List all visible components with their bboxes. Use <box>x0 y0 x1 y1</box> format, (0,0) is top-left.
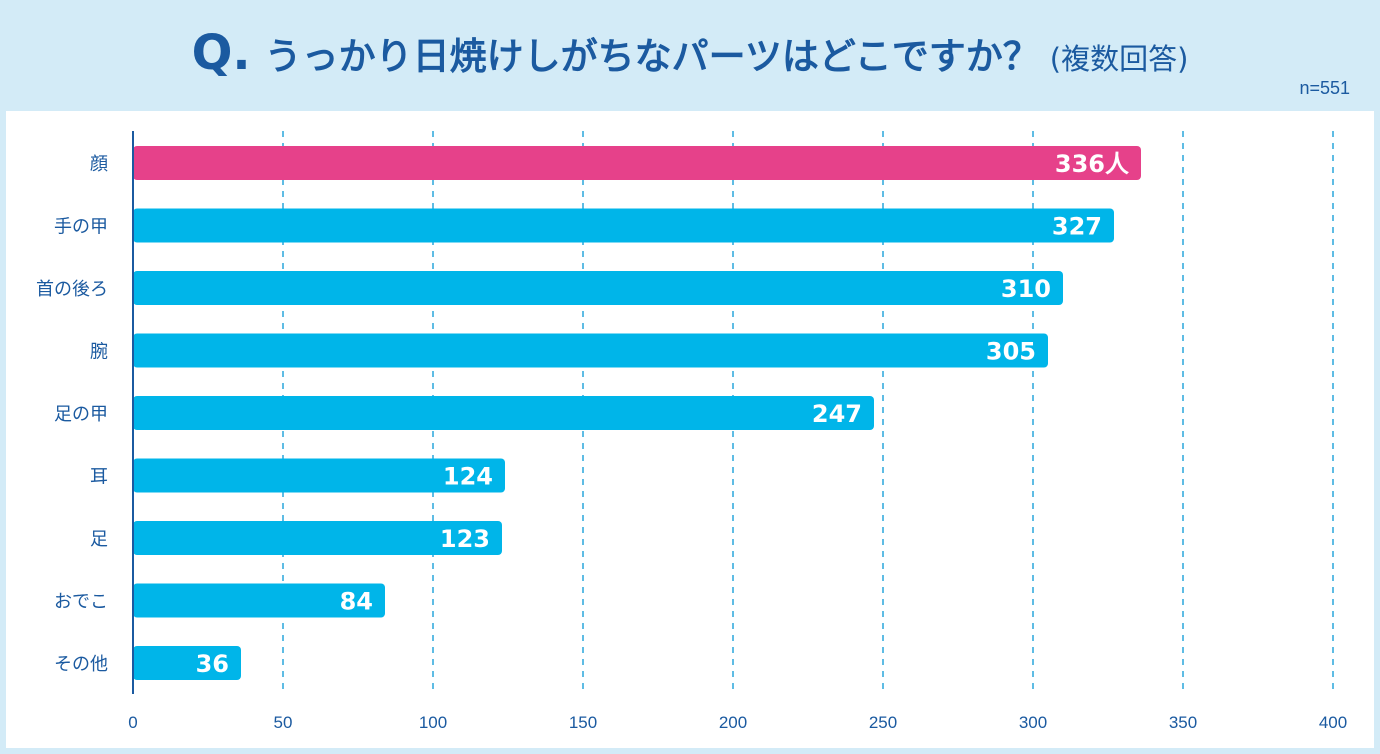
bar <box>133 208 1114 243</box>
x-tick-label: 400 <box>1319 713 1347 732</box>
x-tick-labels: 0 50 100 150 200 250 300 350 400 <box>128 713 1347 732</box>
bar <box>133 646 241 680</box>
bar <box>133 333 1048 368</box>
category-label: 首の後ろ <box>36 279 108 300</box>
category-label: 足の甲 <box>54 404 108 425</box>
bar-value-label: 336人 <box>1055 150 1129 178</box>
bar <box>133 521 502 555</box>
category-label: 耳 <box>90 467 108 488</box>
bar-value-label: 124 <box>443 463 493 491</box>
x-tick-label: 150 <box>569 713 597 732</box>
question-text: うっかり日焼けしがちなパーツはどこですか？ <box>264 35 1040 78</box>
x-tick-label: 50 <box>274 713 293 732</box>
x-tick-label: 350 <box>1169 713 1197 732</box>
bars: 336人 327 310 305 247 124 123 84 36 <box>133 146 1141 680</box>
bar-value-label: 247 <box>812 400 862 428</box>
bar-chart: 336人 327 310 305 247 124 123 84 36 顔手の甲首の後ろ腕足の甲耳… <box>36 131 1347 732</box>
x-tick-label: 0 <box>128 713 137 732</box>
x-tick-label: 200 <box>719 713 747 732</box>
answer-type-note: (複数回答) <box>1049 42 1189 76</box>
bar-value-label: 123 <box>440 525 490 553</box>
category-label: その他 <box>54 654 108 675</box>
bar-value-label: 84 <box>340 588 373 616</box>
bar <box>133 271 1063 305</box>
x-tick-label: 250 <box>869 713 897 732</box>
bar-value-label: 305 <box>986 338 1036 366</box>
sample-size-label: n=551 <box>1299 78 1350 98</box>
x-tick-label: 100 <box>419 713 447 732</box>
bar-value-label: 36 <box>196 650 229 678</box>
bar <box>133 583 385 618</box>
category-label: おでこ <box>54 592 108 613</box>
category-label: 足 <box>90 529 108 550</box>
category-label: 手の甲 <box>54 217 108 238</box>
category-label: 顔 <box>90 154 108 175</box>
bar <box>133 146 1141 180</box>
question-mark-label: Q. <box>191 25 251 81</box>
category-label: 腕 <box>90 342 108 363</box>
bar-value-label: 327 <box>1052 213 1102 241</box>
chart-title: Q. うっかり日焼けしがちなパーツはどこですか？ (複数回答) <box>0 28 1380 84</box>
chart-header: Q. うっかり日焼けしがちなパーツはどこですか？ (複数回答) n=551 <box>0 0 1380 110</box>
chart-panel: 336人 327 310 305 247 124 123 84 36 顔手の甲首の後ろ腕足の甲耳… <box>6 111 1374 748</box>
bar <box>133 396 874 430</box>
bar-value-label: 310 <box>1001 275 1051 303</box>
x-tick-label: 300 <box>1019 713 1047 732</box>
bar <box>133 458 505 493</box>
